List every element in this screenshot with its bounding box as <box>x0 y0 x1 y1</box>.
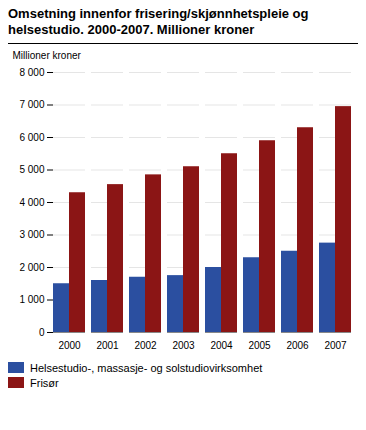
html-text:Omsetning innenfor frisering/s: Omsetning innenfor frisering/skjønnhetsp… <box>8 6 309 38</box>
svg-text:0: 0 <box>39 326 45 337</box>
svg-text:6 000: 6 000 <box>19 131 44 142</box>
svg-text:4 000: 4 000 <box>19 196 44 207</box>
svg-text:2002: 2002 <box>134 339 157 350</box>
svg-text:2003: 2003 <box>172 339 195 350</box>
svg-text:2000: 2000 <box>58 339 81 350</box>
html-text:Frisør: Frisør <box>30 376 59 389</box>
svg-text:2006: 2006 <box>286 339 309 350</box>
svg-text:8 000: 8 000 <box>19 66 44 77</box>
svg-text:1 000: 1 000 <box>19 294 44 305</box>
svg-text:7 000: 7 000 <box>19 99 44 110</box>
svg-text:2007: 2007 <box>324 339 347 350</box>
svg-text:2001: 2001 <box>96 339 119 350</box>
html-text:Helsestudio-, massasje- og sol: Helsestudio-, massasje- og solstudiovirk… <box>30 361 263 374</box>
svg-text:Millioner kroner: Millioner kroner <box>13 49 82 60</box>
svg-text:3 000: 3 000 <box>19 229 44 240</box>
svg-text:2005: 2005 <box>248 339 271 350</box>
svg-text:5 000: 5 000 <box>19 164 44 175</box>
svg-text:2004: 2004 <box>210 339 233 350</box>
svg-text:2 000: 2 000 <box>19 261 44 272</box>
